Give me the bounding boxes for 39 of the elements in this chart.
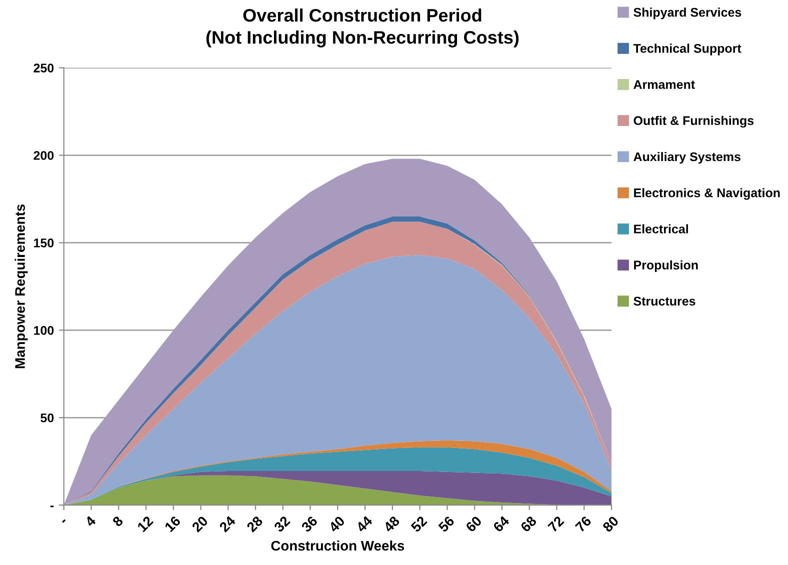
x-tick-label: 64 — [492, 515, 510, 533]
legend-label: Technical Support — [633, 44, 742, 56]
legend-label: Shipyard Services — [634, 8, 742, 20]
x-tick-label: 44 — [356, 515, 373, 533]
y-tick-label: 150 — [34, 238, 54, 248]
x-tick-label: 60 — [465, 515, 482, 533]
x-tick-label: 12 — [136, 515, 154, 532]
y-tick-label: 250 — [34, 64, 54, 72]
x-tick-label: 36 — [300, 515, 318, 533]
x-tick-label: 40 — [328, 515, 346, 533]
x-tick-label: 68 — [520, 515, 538, 533]
legend-label: Propulsion — [634, 260, 698, 272]
legend-label: Structures — [634, 296, 696, 306]
legend-label: Armament — [634, 80, 695, 89]
y-tick-label: 50 — [40, 413, 54, 422]
x-tick-label: 56 — [438, 515, 455, 533]
x-tick-label: - — [62, 519, 66, 523]
x-tick-label: 76 — [574, 515, 592, 533]
x-tick-label: 24 — [218, 515, 236, 533]
x-tick-label: 32 — [273, 515, 291, 533]
x-tick-label: 52 — [410, 515, 428, 533]
y-tick-label: 200 — [34, 151, 54, 160]
x-tick-label: 28 — [246, 515, 264, 533]
legend-label: Auxiliary Systems — [634, 152, 740, 164]
y-axis-title: Manpower Requirements — [14, 204, 28, 368]
x-axis-title: Construction Weeks — [271, 540, 404, 551]
legend-label: Outfit & Furnishings — [634, 116, 754, 128]
y-tick-label: - — [50, 506, 54, 508]
legend-label: Electronics & Navigation — [634, 188, 780, 200]
legend-label: Electrical — [634, 224, 688, 234]
x-tick-label: 4 — [84, 515, 96, 528]
x-tick-label: 20 — [191, 515, 208, 533]
x-tick-label: 80 — [602, 515, 620, 533]
y-tick-label: 100 — [34, 326, 54, 335]
x-tick-label: 48 — [382, 515, 400, 533]
x-tick-label: 72 — [547, 515, 564, 532]
chart-title: Overall Construction Period (Not Including Non-Recurring Costs) — [206, 8, 519, 48]
x-tick-label: 16 — [164, 515, 182, 532]
x-tick-label: 8 — [112, 515, 124, 528]
